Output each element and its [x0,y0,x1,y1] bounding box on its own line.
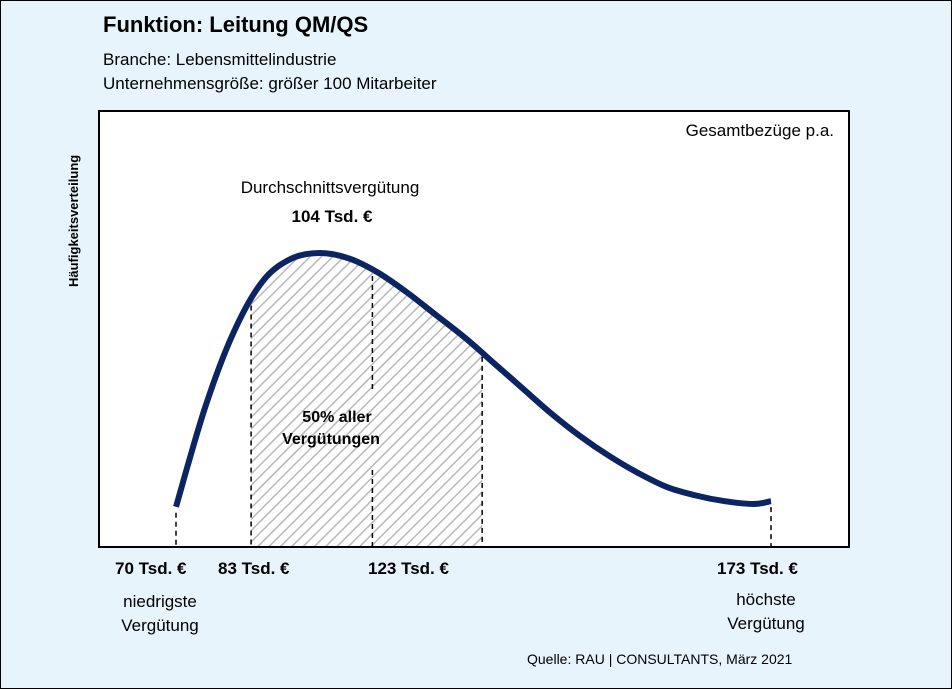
tick-label-max: 173 Tsd. € [717,559,798,578]
subtitle-company-size: Unternehmensgröße: größer 100 Mitarbeite… [103,74,437,93]
distribution-curve [173,249,772,508]
average-label: Durchschnittsvergütung [241,178,420,197]
tick-label-min: 70 Tsd. € [115,559,187,578]
chart-title: Funktion: Leitung QM/QS [103,12,369,37]
min-description: niedrigste Vergütung [110,590,210,638]
box-label: Gesamtbezüge p.a. [686,121,834,140]
average-value: 104 Tsd. € [292,207,373,226]
max-description-line1: höchste [736,590,796,609]
subtitle-industry: Branche: Lebensmittelindustrie [103,50,337,69]
min-description-line1: niedrigste [123,592,197,611]
shaded-label-line2: Vergütungen [282,431,380,448]
source-note: Quelle: RAU | CONSULTANTS, März 2021 [527,651,793,667]
max-description-line2: Vergütung [727,614,805,633]
shaded-area-middle-50 [251,253,483,546]
shaded-label-line1: 50% aller [302,409,371,426]
min-description-line2: Vergütung [121,616,199,635]
max-description: höchste Vergütung [716,588,816,636]
tick-label-q1: 83 Tsd. € [218,559,290,578]
tick-label-q3: 123 Tsd. € [368,559,449,578]
